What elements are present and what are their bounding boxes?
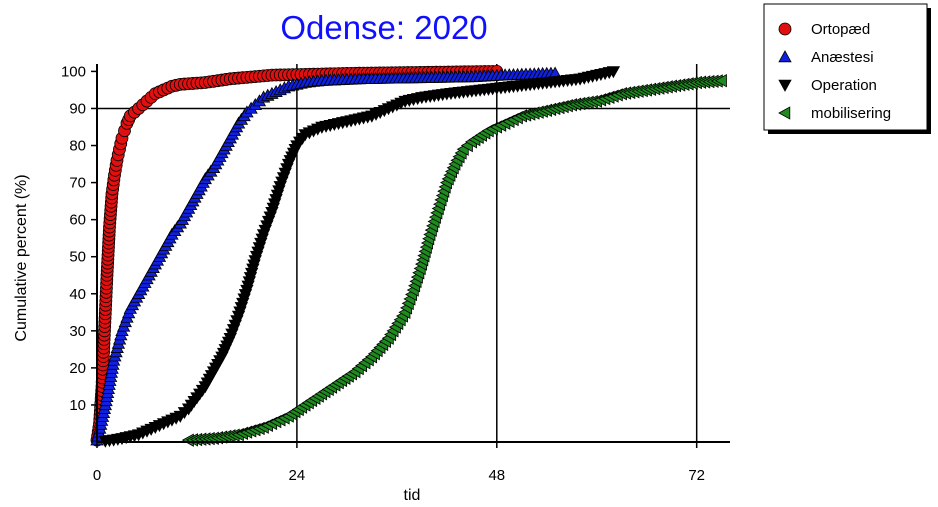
legend-marker	[778, 79, 792, 92]
x-tick-label: 48	[488, 467, 505, 484]
data-point	[714, 73, 727, 88]
x-axis-label: tid	[404, 487, 421, 504]
y-tick-label: 20	[69, 360, 86, 377]
legend-label: Anæstesi	[811, 49, 874, 66]
y-tick-label: 40	[69, 286, 86, 303]
y-tick-label: 50	[69, 249, 86, 266]
x-tick-label: 0	[93, 467, 101, 484]
y-tick-label: 60	[69, 212, 86, 229]
axes	[96, 64, 730, 443]
y-tick-label: 30	[69, 323, 86, 340]
legend-marker	[778, 50, 792, 63]
tick-labels: 0 24 48 72 10 20 30 40 50 60 70 80 90 100	[61, 63, 705, 484]
data-point	[606, 66, 621, 79]
x-tick-label: 24	[289, 467, 306, 484]
legend-label: Operation	[811, 77, 877, 94]
legend-marker	[778, 106, 791, 120]
legend: Ortopæd Anæstesi Operation mobilisering	[763, 3, 931, 134]
y-tick-label: 90	[69, 100, 86, 117]
x-tick-label: 72	[688, 467, 705, 484]
y-tick-label: 70	[69, 175, 86, 192]
grid	[97, 64, 730, 442]
series-Operation	[98, 66, 621, 448]
legend-box	[763, 3, 928, 131]
y-tick-label: 10	[69, 397, 86, 414]
y-tick-label: 80	[69, 138, 86, 155]
data-points	[90, 65, 727, 448]
legend-label: Ortopæd	[811, 21, 870, 38]
chart-title: Odense: 2020	[280, 9, 487, 46]
legend-marker	[778, 22, 792, 36]
y-tick-label: 100	[61, 63, 86, 80]
series-Anæstesi	[90, 66, 562, 446]
series-mobilisering	[181, 73, 727, 447]
y-axis-label: Cumulative percent (%)	[13, 174, 30, 341]
legend-label: mobilisering	[811, 105, 891, 122]
